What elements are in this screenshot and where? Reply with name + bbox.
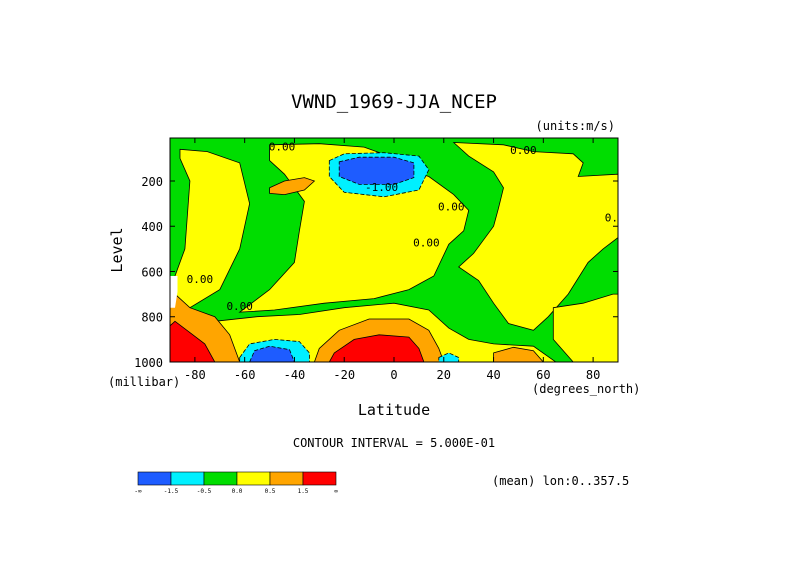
colorbar-label: 0.5 — [265, 488, 276, 495]
colorbar-swatch — [269, 471, 304, 486]
contour-region-blue-lower — [249, 345, 295, 362]
x-tick-label: 40 — [486, 368, 500, 382]
x-axis-label: Latitude — [358, 401, 430, 419]
colorbar-label: -∞ — [134, 488, 142, 495]
colorbar: -∞ -1.5 -0.5 0.0 0.5 1.5 ∞ — [134, 471, 338, 495]
contour-region-blue-upper — [338, 156, 415, 185]
axes: -80 -60 -40 -20 0 20 40 60 80 200 400 600 800 1000 — [134, 138, 618, 382]
contour-label-1: -1.00 — [365, 181, 398, 194]
contour-labels: 0.00 -1.00 0.00 0.00 0.00 0.00 0.00 0.00 — [187, 140, 632, 313]
x-axis-unit-label: (degrees_north) — [532, 382, 640, 396]
contour-region-missing-data — [170, 276, 178, 308]
units-label: (units:m/s) — [536, 119, 615, 133]
contour-region-yellow-east-strip — [552, 293, 618, 362]
contour-region-orange-upper — [269, 177, 316, 196]
contour-region-red-center — [328, 334, 425, 362]
colorbar-label: -0.5 — [197, 488, 212, 495]
colorbar-swatch — [170, 471, 205, 486]
y-tick-label: 800 — [141, 311, 163, 325]
y-tick-label: 1000 — [134, 356, 163, 370]
contour-region-red-sw — [170, 320, 216, 362]
contour-label-6: 0.00 — [226, 300, 253, 313]
colorbar-swatch — [137, 471, 172, 486]
contour-label-0: 0.00 — [269, 140, 296, 153]
contour-label-3: 0.00 — [438, 200, 465, 213]
x-tick-label: -40 — [284, 368, 306, 382]
x-tick-label: -60 — [234, 368, 256, 382]
contour-label-4: 0.00 — [413, 237, 440, 250]
colorbar-label: 0.0 — [232, 488, 243, 495]
contour-interval-label: CONTOUR INTERVAL = 5.000E-01 — [293, 436, 495, 450]
y-tick-label: 200 — [141, 175, 163, 189]
y-tick-label: 600 — [141, 265, 163, 279]
x-tick-label: 20 — [437, 368, 451, 382]
chart-title: VWND_1969-JJA_NCEP — [291, 91, 497, 113]
colorbar-label: 1.5 — [298, 488, 309, 495]
colorbar-swatch — [302, 471, 337, 486]
mean-longitude-label: (mean) lon:0..357.5 — [492, 474, 629, 488]
contour-label-7: 0.00 — [605, 212, 632, 225]
y-axis-label: Level — [108, 227, 126, 272]
y-axis-unit-label: (millibar) — [108, 375, 180, 389]
contour-label-2: 0.00 — [510, 144, 537, 157]
colorbar-swatch — [236, 471, 271, 486]
x-tick-label: 0 — [390, 368, 397, 382]
x-tick-label: 60 — [536, 368, 550, 382]
y-tick-label: 400 — [141, 220, 163, 234]
colorbar-label: -1.5 — [164, 488, 179, 495]
colorbar-label: ∞ — [334, 488, 338, 495]
contour-label-5: 0.00 — [187, 273, 214, 286]
x-tick-label: -80 — [184, 368, 206, 382]
contour-region-yellow-east — [452, 142, 618, 331]
x-tick-label: -20 — [333, 368, 355, 382]
x-tick-label: 80 — [586, 368, 600, 382]
contour-field — [170, 138, 618, 362]
colorbar-swatch — [203, 471, 238, 486]
